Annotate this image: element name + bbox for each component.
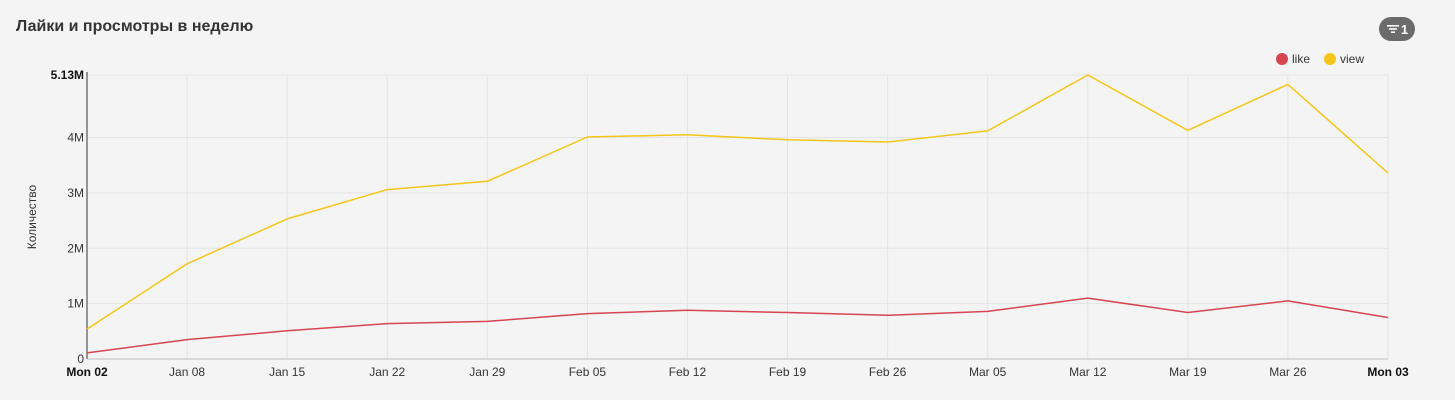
legend-dot-view [1324,53,1337,65]
y-tick-label: 3M [67,186,84,200]
chart-title: Лайки и просмотры в неделю [16,18,254,35]
series-line-like[interactable] [86,297,1389,354]
x-tick-label: Feb 26 [869,365,907,379]
x-tick-label: Mon 02 [66,365,108,379]
x-tick-label: Feb 05 [569,365,607,379]
filter-icon [1386,25,1399,33]
chart-legend: like view [1276,52,1364,66]
x-tick-label: Mar 26 [1269,365,1307,379]
x-tick-label: Jan 15 [269,365,305,379]
filter-button[interactable]: 1 [1379,17,1415,41]
chart-tick-labels: 0 1M 2M 3M 4M 5.13M Mon 02 Jan 08 Jan 15 Jan 22 Ja… [51,68,1409,379]
legend-label-view: view [1340,52,1365,66]
legend-label-like: like [1292,52,1311,66]
y-tick-label: 4M [67,131,84,145]
x-tick-label: Mar 19 [1169,365,1207,379]
x-tick-label: Jan 08 [169,365,205,379]
x-tick-label: Jan 22 [369,365,405,379]
y-axis-label: Количество [25,184,39,249]
x-tick-label: Feb 19 [769,365,807,379]
legend-dot-like [1276,53,1288,65]
x-tick-label: Mar 12 [1069,365,1107,379]
y-tick-label: 5.13M [51,68,84,82]
chart-axes [86,72,1388,360]
x-tick-label: Mon 03 [1367,365,1409,379]
chart-grid [86,74,1389,360]
legend-item-like[interactable]: like [1276,52,1310,66]
y-tick-label: 1M [67,297,84,311]
series-line-view[interactable] [86,74,1389,330]
x-tick-label: Mar 05 [969,365,1007,379]
y-tick-label: 2M [67,241,84,255]
x-tick-label: Feb 12 [669,365,707,379]
legend-item-view[interactable]: view [1324,52,1364,66]
y-tick-label: 0 [77,352,84,366]
x-tick-label: Jan 29 [469,365,505,379]
chart-lines [86,74,1389,354]
filter-count-badge: 1 [1400,21,1409,37]
